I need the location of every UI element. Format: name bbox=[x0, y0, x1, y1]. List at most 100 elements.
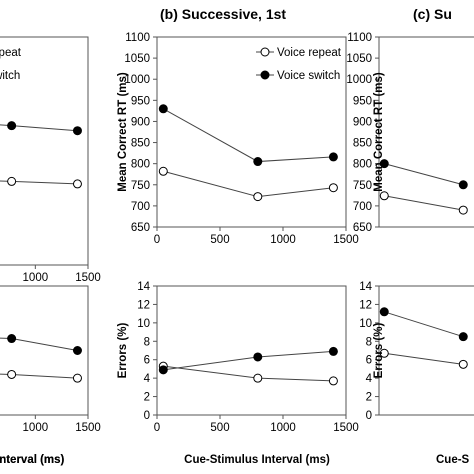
data-point-open bbox=[328, 183, 338, 193]
series-line-voice-switch bbox=[163, 350, 334, 371]
data-point-open bbox=[253, 373, 263, 383]
y-tick-label: 650 bbox=[353, 222, 372, 234]
x-tick-label: 1500 bbox=[75, 422, 101, 434]
series-line-voice-switch bbox=[384, 311, 464, 338]
y-tick-label: 2 bbox=[144, 392, 150, 404]
legend: Voice repeat Voice switch bbox=[0, 47, 22, 82]
y-tick-label: 1050 bbox=[124, 53, 150, 65]
chart-panel-2: 1000 1500 Interval (ms) bbox=[0, 285, 101, 466]
chart-panel-5: 650 700 750 800 850 900 950 1000 1050 1100 (c) Su M… bbox=[346, 6, 474, 234]
y-tick-label: 8 bbox=[144, 336, 150, 348]
data-point-filled bbox=[158, 365, 168, 375]
y-tick-label: 650 bbox=[131, 222, 150, 234]
y-tick-label: 950 bbox=[131, 95, 150, 107]
series-line-voice-repeat bbox=[384, 352, 464, 365]
legend: Voice repeat Voice switch bbox=[256, 47, 342, 82]
plot-frame bbox=[378, 285, 474, 416]
x-tick-label: 1500 bbox=[333, 234, 359, 246]
y-tick-label: 14 bbox=[359, 281, 372, 293]
y-tick-label: 1000 bbox=[124, 74, 150, 86]
data-point-filled bbox=[253, 157, 263, 167]
y-tick-label: 10 bbox=[137, 318, 150, 330]
chart-panel-3: 650 700 750 800 850 900 950 1000 1050 1100 0 500 100… bbox=[117, 6, 359, 246]
chart-panel-4: 0 2 4 6 8 10 12 14 0 500 1000 1500 Cue-Stimulus Inte… bbox=[117, 281, 359, 466]
series-line-voice-switch bbox=[384, 163, 464, 186]
data-point-filled bbox=[72, 126, 82, 136]
x-tick-label: 1500 bbox=[333, 422, 359, 434]
y-tick-label: 1100 bbox=[125, 32, 150, 44]
y-tick-label: 950 bbox=[353, 95, 372, 107]
data-point-open bbox=[379, 348, 389, 358]
x-tick-label: 500 bbox=[210, 234, 229, 246]
x-axis-label: Cue-Stimulus Interval (ms) bbox=[184, 454, 330, 466]
data-point-filled bbox=[7, 121, 17, 131]
y-tick-label: 750 bbox=[131, 180, 150, 192]
legend-marker-open bbox=[260, 47, 270, 57]
y-tick-label: 12 bbox=[137, 299, 150, 311]
y-tick-label: 800 bbox=[131, 159, 150, 171]
x-tick-label: 0 bbox=[154, 422, 160, 434]
plot-frame bbox=[378, 36, 474, 228]
data-point-filled bbox=[458, 180, 468, 190]
legend-label: Voice repeat bbox=[0, 47, 22, 59]
plot-frame bbox=[0, 36, 89, 266]
data-point-filled bbox=[379, 307, 389, 317]
series-line-voice-repeat bbox=[163, 365, 334, 382]
legend-label: Voice switch bbox=[277, 70, 340, 82]
y-tick-label: 14 bbox=[137, 281, 150, 293]
x-tick-label: 500 bbox=[210, 422, 229, 434]
y-tick-label: 1100 bbox=[347, 32, 372, 44]
data-point-open bbox=[7, 176, 17, 186]
y-tick-label: 0 bbox=[144, 410, 150, 422]
data-point-open bbox=[158, 166, 168, 176]
data-point-open bbox=[458, 205, 468, 215]
y-tick-label: 850 bbox=[131, 138, 150, 150]
plot-frame bbox=[156, 285, 347, 416]
data-point-filled bbox=[158, 104, 168, 114]
y-tick-label: 2 bbox=[366, 392, 372, 404]
series-line-voice-switch bbox=[163, 108, 334, 163]
y-axis-label: Mean Correct RT (ms) bbox=[373, 72, 385, 192]
panel-title: (b) Successive, 1st bbox=[160, 6, 286, 22]
y-tick-label: 6 bbox=[366, 355, 372, 367]
x-tick-label: 1000 bbox=[23, 422, 49, 434]
series-line-voice-repeat bbox=[163, 170, 334, 198]
legend-marker-filled bbox=[260, 70, 270, 80]
y-tick-label: 800 bbox=[353, 159, 372, 171]
panel-title: (c) Su bbox=[413, 6, 452, 22]
y-axis-label: Errors (%) bbox=[117, 323, 129, 379]
y-tick-label: 10 bbox=[359, 318, 372, 330]
y-tick-label: 900 bbox=[131, 116, 150, 128]
y-axis-label: Mean Correct RT (ms) bbox=[117, 72, 129, 192]
y-tick-label: 8 bbox=[366, 336, 372, 348]
x-tick-label: 1000 bbox=[270, 422, 296, 434]
y-axis-label: Errors (%) bbox=[373, 323, 385, 379]
data-point-open bbox=[379, 191, 389, 201]
x-axis-label: Interval (ms) bbox=[0, 454, 65, 466]
plot-frame bbox=[156, 36, 347, 228]
y-tick-label: 6 bbox=[144, 355, 150, 367]
y-tick-label: 750 bbox=[353, 180, 372, 192]
x-tick-label: 0 bbox=[154, 234, 160, 246]
data-point-filled bbox=[328, 152, 338, 162]
x-tick-label: 1500 bbox=[75, 272, 101, 284]
series-line-voice-repeat bbox=[384, 195, 464, 211]
legend-label: Voice switch bbox=[0, 70, 20, 82]
y-tick-label: 4 bbox=[366, 373, 373, 385]
x-tick-label: 1000 bbox=[23, 272, 49, 284]
data-point-filled bbox=[7, 334, 17, 344]
y-tick-label: 900 bbox=[353, 116, 372, 128]
y-tick-label: 850 bbox=[353, 138, 372, 150]
y-tick-label: 1000 bbox=[346, 74, 372, 86]
plot-frame bbox=[0, 285, 89, 416]
data-point-open bbox=[458, 359, 468, 369]
y-tick-label: 12 bbox=[359, 299, 372, 311]
y-tick-label: 4 bbox=[144, 373, 151, 385]
data-point-open bbox=[7, 369, 17, 379]
data-point-filled bbox=[379, 159, 389, 169]
x-axis-label: Interval (ms) bbox=[0, 454, 65, 466]
data-point-filled bbox=[458, 332, 468, 342]
data-point-filled bbox=[328, 346, 338, 356]
x-axis-label: Cue-S bbox=[436, 454, 470, 466]
